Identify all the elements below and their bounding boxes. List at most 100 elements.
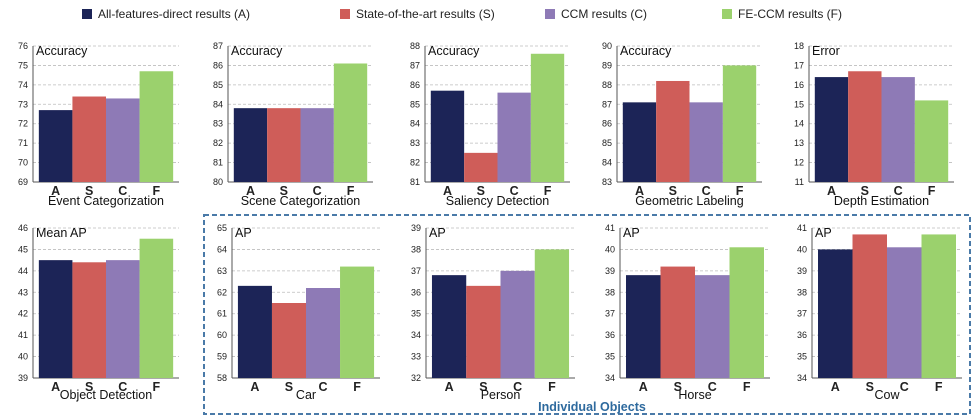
y-tick-label: 83 — [410, 138, 420, 148]
y-tick-label: 34 — [411, 330, 421, 340]
x-tick-label: S — [479, 380, 487, 394]
y-tick-label: 83 — [213, 119, 223, 129]
y-tick-label: 58 — [217, 373, 227, 383]
y-tick-label: 87 — [602, 99, 612, 109]
y-tick-label: 80 — [213, 177, 223, 187]
y-tick-label: 85 — [602, 138, 612, 148]
y-tick-label: 46 — [18, 223, 28, 233]
y-tick-label: 35 — [605, 352, 615, 362]
y-tick-label: 85 — [213, 80, 223, 90]
x-tick-label: A — [246, 184, 255, 198]
bar-S — [271, 303, 306, 378]
bar-A — [626, 275, 661, 378]
x-tick-label: A — [250, 380, 259, 394]
bar-S — [852, 234, 887, 378]
y-tick-label: 84 — [602, 158, 612, 168]
panel-title: Person — [481, 388, 521, 402]
bar-C — [695, 275, 730, 378]
y-tick-label: 17 — [794, 60, 804, 70]
individual-objects-label: Individual Objects — [538, 400, 646, 414]
chart-panel-cow: 34 35 36 37 38 39 40 41 A S C F AP Cow — [797, 223, 962, 402]
y-tick-label: 84 — [410, 119, 420, 129]
y-tick-label: 15 — [794, 99, 804, 109]
bar-S — [72, 262, 106, 378]
x-tick-label: S — [866, 380, 874, 394]
y-tick-label: 34 — [605, 373, 615, 383]
x-tick-label: F — [347, 184, 355, 198]
y-tick-label: 35 — [411, 309, 421, 319]
bar-F — [729, 247, 764, 378]
y-tick-label: 37 — [797, 309, 807, 319]
bar-C — [106, 260, 140, 378]
panel-title: Geometric Labeling — [635, 194, 743, 208]
y-tick-label: 87 — [213, 41, 223, 51]
metric-label: AP — [235, 226, 252, 240]
y-tick-label: 38 — [605, 287, 615, 297]
y-tick-label: 88 — [410, 41, 420, 51]
x-tick-label: C — [510, 184, 519, 198]
x-tick-label: F — [736, 184, 744, 198]
chart-panel-scene-categorization: 80 81 82 83 84 85 86 87 A S C F Accuracy Scene Catego… — [213, 41, 373, 208]
y-tick-label: 62 — [217, 287, 227, 297]
y-tick-label: 39 — [605, 266, 615, 276]
y-tick-label: 40 — [605, 244, 615, 254]
x-tick-label: S — [477, 184, 485, 198]
x-tick-label: A — [51, 380, 60, 394]
x-tick-label: F — [153, 184, 161, 198]
bar-F — [914, 100, 949, 182]
y-tick-label: 74 — [18, 80, 28, 90]
y-tick-label: 16 — [794, 80, 804, 90]
y-tick-label: 38 — [797, 287, 807, 297]
chart-panels: 69 70 71 72 73 74 75 76 A S C F Accuracy Event Catego… — [18, 41, 962, 402]
y-tick-label: 36 — [797, 330, 807, 340]
y-tick-label: 59 — [217, 352, 227, 362]
legend-item-S: State-of-the-art results (S) — [340, 7, 495, 21]
x-tick-label: S — [85, 380, 93, 394]
y-tick-label: 69 — [18, 177, 28, 187]
y-tick-label: 42 — [18, 309, 28, 319]
y-tick-label: 33 — [411, 352, 421, 362]
x-tick-label: A — [827, 184, 836, 198]
y-tick-label: 36 — [411, 287, 421, 297]
y-tick-label: 41 — [797, 223, 807, 233]
y-tick-label: 36 — [605, 330, 615, 340]
metric-label: AP — [815, 226, 832, 240]
y-tick-label: 64 — [217, 244, 227, 254]
y-tick-label: 82 — [410, 158, 420, 168]
bar-F — [333, 63, 368, 182]
y-tick-label: 85 — [410, 99, 420, 109]
x-tick-label: S — [85, 184, 93, 198]
y-tick-label: 35 — [797, 352, 807, 362]
bar-A — [814, 77, 849, 182]
x-tick-label: C — [900, 380, 909, 394]
bar-F — [530, 53, 565, 183]
x-tick-label: C — [319, 380, 328, 394]
x-tick-label: F — [743, 380, 751, 394]
x-tick-label: F — [548, 380, 556, 394]
y-tick-label: 11 — [795, 177, 804, 187]
y-tick-label: 63 — [217, 266, 227, 276]
bar-F — [921, 234, 956, 378]
y-tick-label: 86 — [410, 80, 420, 90]
chart-panel-depth-estimation: 11 12 13 14 15 16 17 18 A S C F Error Depth Estimatio… — [794, 41, 954, 208]
y-tick-label: 60 — [217, 330, 227, 340]
bar-A — [431, 275, 467, 378]
panel-title: Cow — [874, 388, 900, 402]
y-tick-label: 84 — [213, 99, 223, 109]
y-tick-label: 14 — [794, 119, 804, 129]
legend-label-C: CCM results (C) — [561, 7, 647, 21]
y-tick-label: 87 — [410, 60, 420, 70]
y-tick-label: 39 — [411, 223, 421, 233]
bar-C — [689, 102, 723, 182]
metric-label: Mean AP — [36, 226, 87, 240]
legend-item-A: All-features-direct results (A) — [82, 7, 250, 21]
y-tick-label: 61 — [217, 309, 227, 319]
x-tick-label: C — [894, 184, 903, 198]
y-tick-label: 37 — [411, 266, 421, 276]
x-tick-label: A — [443, 184, 452, 198]
x-tick-label: F — [935, 380, 943, 394]
y-tick-label: 70 — [18, 158, 28, 168]
chart-panel-person: 32 33 34 35 36 37 38 39 A S C F AP Person — [411, 223, 575, 402]
y-tick-label: 81 — [213, 158, 223, 168]
